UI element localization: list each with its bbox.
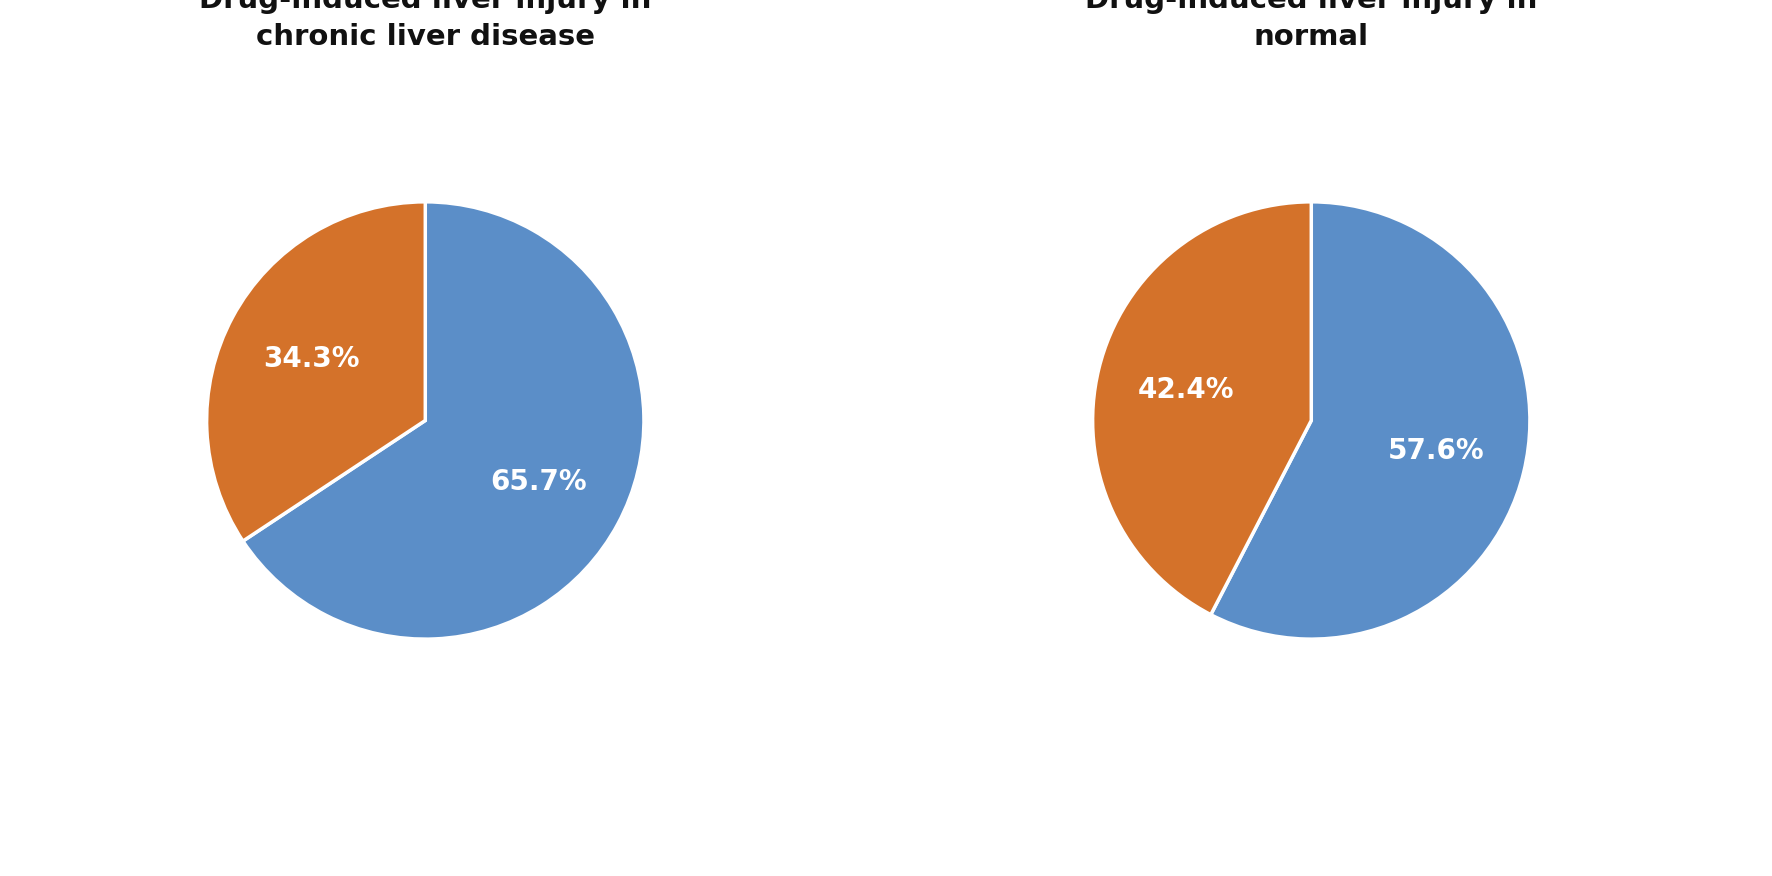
Wedge shape xyxy=(1093,201,1311,615)
Text: 34.3%: 34.3% xyxy=(264,345,360,373)
Wedge shape xyxy=(207,201,425,541)
Text: 57.6%: 57.6% xyxy=(1387,437,1485,465)
Wedge shape xyxy=(1210,201,1529,639)
Title: Drug-induced liver injury in
chronic liver disease: Drug-induced liver injury in chronic liv… xyxy=(198,0,652,51)
Wedge shape xyxy=(243,201,643,639)
Text: 65.7%: 65.7% xyxy=(491,468,587,496)
Text: 42.4%: 42.4% xyxy=(1138,376,1235,404)
Title: Drug-induced liver injury in
normal: Drug-induced liver injury in normal xyxy=(1084,0,1538,51)
